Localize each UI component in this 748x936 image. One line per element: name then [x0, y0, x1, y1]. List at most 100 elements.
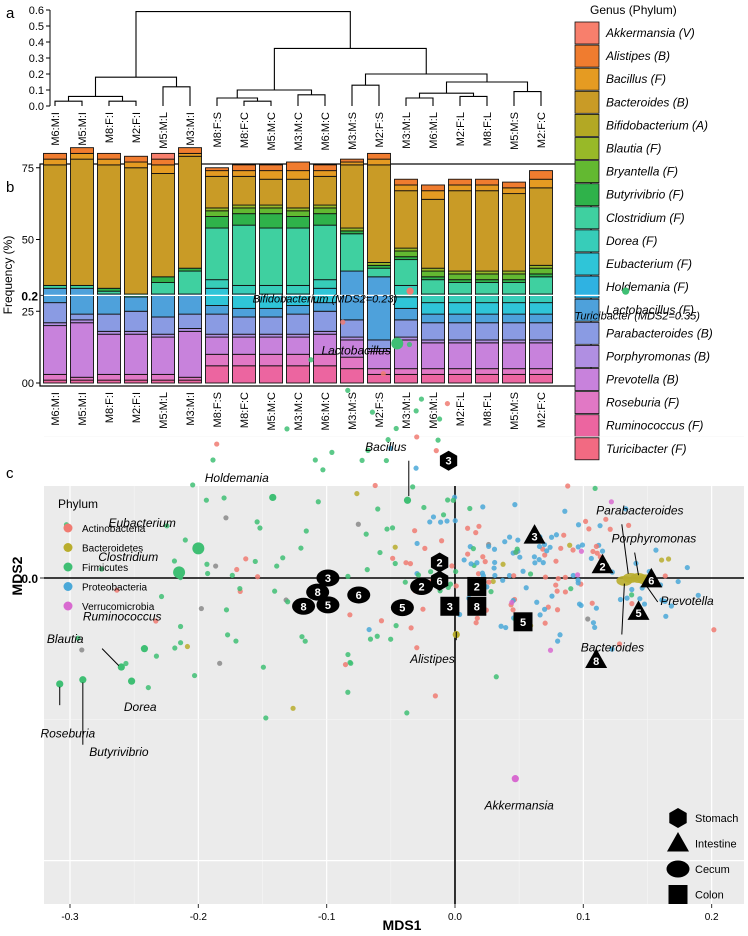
bar-x-tick-label: M6:M:I	[50, 392, 62, 426]
mds-genus-point	[578, 548, 585, 554]
mds-x-tick-label: -0.3	[61, 912, 79, 923]
phylum-legend-swatch	[63, 562, 73, 572]
mds-genus-point	[476, 523, 482, 529]
bar-segment	[475, 302, 499, 315]
mds-genus-point	[75, 635, 81, 641]
bar-segment	[421, 322, 445, 341]
bar-segment	[232, 353, 256, 367]
mds-genus-point	[153, 653, 160, 659]
genus-legend-swatch	[574, 44, 600, 68]
mds-genus-point	[390, 555, 396, 561]
mds-genus-point	[433, 448, 439, 454]
bar-segment	[43, 373, 67, 381]
site-legend-label: Stomach	[695, 813, 738, 825]
mds-sample-marker	[591, 553, 614, 574]
mds-genus-point	[695, 592, 701, 598]
mds-genus-point	[285, 599, 291, 605]
mds-genus-point	[205, 570, 211, 577]
mds-genus-point	[182, 537, 188, 543]
dendro-leaf-label: M2:F:I	[131, 112, 143, 143]
mds-genus-point	[388, 636, 394, 642]
bar-segment	[232, 213, 256, 226]
bar-x-tick-label: M8:F:C	[239, 392, 251, 428]
mds-genus-point	[480, 573, 486, 579]
bar-segment	[151, 316, 175, 335]
mds-genus-point	[555, 638, 561, 644]
mds-labeled-point	[403, 496, 412, 504]
mds-genus-point	[369, 409, 376, 415]
bar-segment	[97, 373, 121, 381]
bar-segment	[151, 276, 175, 283]
mds-genus-point	[465, 525, 471, 531]
dendro-branch	[405, 97, 434, 106]
genus-legend-swatch	[574, 275, 600, 299]
dendro-leaf-label: M3:M:I	[185, 112, 197, 146]
mds-genus-point	[114, 587, 120, 593]
mds-genus-point	[243, 556, 249, 562]
mds-genus-point	[562, 574, 568, 580]
mds-genus-point	[510, 607, 516, 613]
mds-genus-point	[589, 600, 595, 606]
mds-genus-point	[473, 530, 479, 536]
mds-labeled-point	[140, 645, 149, 653]
mds-genus-point	[570, 572, 576, 579]
mds-genus-point	[184, 643, 191, 650]
mds-genus-point	[568, 586, 574, 592]
bar-segment	[259, 227, 283, 286]
mds-genus-label: Lactobacillus	[321, 344, 390, 358]
bar-segment	[178, 270, 202, 295]
mds-genus-point	[549, 593, 555, 599]
mds-sample-marker	[440, 596, 460, 616]
dendro-leaf-label: M3:M:S	[347, 112, 359, 150]
genus-legend-swatch	[574, 368, 600, 391]
bar-segment	[529, 267, 553, 275]
bar-segment	[178, 147, 202, 154]
genus-legend-swatch	[574, 183, 600, 207]
bar-segment	[286, 365, 310, 384]
bar-segment	[70, 313, 94, 321]
dendro-branch	[418, 92, 475, 98]
mds-genus-point	[492, 572, 498, 579]
mds-genus-point	[662, 573, 668, 579]
bar-segment	[394, 368, 418, 375]
bar-segment	[232, 207, 256, 215]
mds-sample-label: 2	[600, 561, 606, 573]
mds-genus-point	[203, 497, 209, 503]
dendro-leaf-label: M8:F:S	[212, 112, 224, 147]
mds-genus-point	[342, 661, 349, 668]
mds-genus-point	[675, 578, 681, 585]
bar-segment	[178, 313, 202, 329]
bar-segment	[313, 213, 337, 226]
bar-segment	[394, 307, 418, 321]
mds-genus-point	[603, 516, 609, 522]
mds-genus-label: Roseburia	[40, 727, 95, 741]
bar-segment	[151, 152, 175, 160]
genus-legend-swatch	[574, 298, 600, 322]
bar-segment	[448, 273, 472, 281]
dendro-leaf-label: M5:M:S	[509, 112, 521, 150]
mds-genus-label: Bacteroides	[581, 640, 644, 654]
mds-genus-point	[224, 632, 231, 638]
mds-genus-point	[616, 641, 623, 647]
mds-genus-point	[592, 485, 598, 492]
mds-genus-point	[418, 396, 425, 402]
bar-segment	[124, 373, 148, 381]
mds-genus-point	[653, 547, 659, 553]
genus-legend-swatch	[574, 137, 600, 160]
genus-legend-label: Bacillus (F)	[606, 72, 666, 86]
dendro-branch	[54, 100, 83, 106]
panel-label-b: b	[6, 179, 14, 196]
bar-x-tick-label: M5:M:C	[266, 392, 278, 431]
mds-genus-point	[548, 534, 555, 540]
mds-genus-point	[575, 572, 581, 578]
mds-genus-point	[280, 555, 286, 561]
mds-genus-point	[284, 426, 290, 432]
genus-legend-swatch	[574, 252, 600, 276]
mds-genus-point	[608, 499, 614, 505]
bar-segment	[232, 170, 256, 177]
mds-genus-point	[711, 627, 717, 633]
dendro-branch	[108, 100, 137, 106]
mds-genus-point	[445, 497, 451, 503]
mds-genus-point	[407, 561, 414, 567]
